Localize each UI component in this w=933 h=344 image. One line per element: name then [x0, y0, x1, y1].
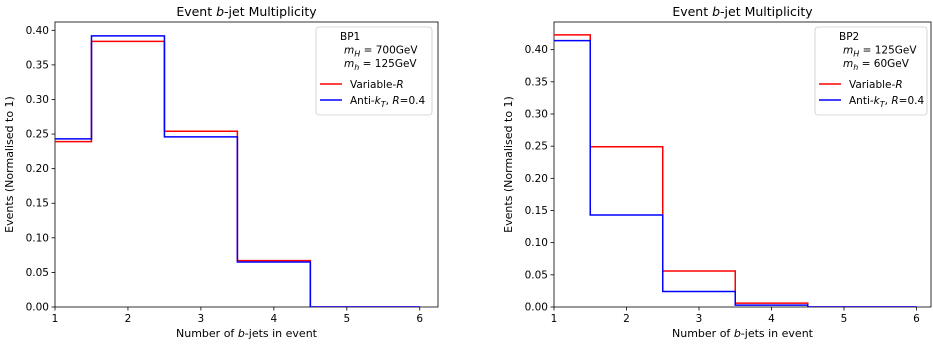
- legend-box: [315, 26, 433, 116]
- legend-entry-label: Variable-R: [849, 79, 903, 91]
- plot-frame: [54, 21, 439, 308]
- x-tick-label: 5: [343, 313, 350, 325]
- y-tick-label: 0.35: [26, 59, 49, 71]
- y-tick-label: 0.25: [26, 129, 49, 141]
- series-line-anti-kt: [55, 35, 420, 307]
- legend-title-line: BP1: [340, 31, 360, 43]
- y-tick-label: 0.25: [525, 141, 548, 153]
- legend-entry-label: Anti-kT, R=0.4: [849, 95, 924, 109]
- chart-title: Event b-jet Multiplicity: [672, 4, 813, 19]
- plot-frame: [553, 21, 932, 308]
- chart-panel-2: Event b-jet Multiplicity 1 2 3 4 5 6 0.00 0.05 0.…: [502, 4, 932, 340]
- y-axis-label: Events (Normalised to 1): [502, 96, 515, 233]
- y-tick-label: 0.15: [26, 198, 49, 210]
- legend-title-line: mH = 125GeV: [843, 45, 917, 59]
- x-tick-label: 5: [841, 313, 848, 325]
- x-tick-label: 2: [623, 313, 630, 325]
- x-tick-label: 1: [52, 313, 59, 325]
- y-axis-label: Events (Normalised to 1): [3, 96, 16, 233]
- legend-title-line: BP2: [839, 31, 859, 43]
- y-tick-label: 0.40: [525, 44, 548, 56]
- chart-panel-1: Event b-jet Multiplicity 1 2 3 4 5 6 0.00 0.05 0.…: [3, 4, 439, 340]
- y-tick-label: 0.05: [26, 267, 49, 279]
- legend-title-line: mh = 60GeV: [843, 58, 910, 72]
- x-tick-label: 2: [125, 313, 132, 325]
- y-tick-label: 0.40: [26, 25, 49, 37]
- y-tick-label: 0.30: [26, 94, 49, 106]
- y-tick-label: 0.10: [525, 237, 548, 249]
- x-tick-label: 4: [768, 313, 775, 325]
- chart-title: Event b-jet Multiplicity: [176, 4, 317, 19]
- y-tick-label: 0.00: [525, 302, 548, 314]
- legend-title-line: mh = 125GeV: [344, 58, 417, 72]
- y-tick-label: 0.35: [525, 76, 548, 88]
- y-tick-label: 0.20: [525, 173, 548, 185]
- x-tick-label: 6: [416, 313, 423, 325]
- legend-title-line: mH = 700GeV: [344, 45, 418, 59]
- legend-entry-label: Variable-R: [350, 79, 404, 91]
- x-tick-label: 3: [198, 313, 205, 325]
- y-tick-label: 0.15: [525, 205, 548, 217]
- x-axis-label: Number of b-jets in event: [672, 327, 814, 340]
- series-line-anti-kt: [554, 39, 917, 307]
- x-tick-label: 1: [551, 313, 558, 325]
- y-tick-label: 0.00: [26, 302, 49, 314]
- y-tick-label: 0.30: [525, 108, 548, 120]
- y-tick-label: 0.05: [525, 269, 548, 281]
- x-tick-label: 6: [913, 313, 920, 325]
- x-axis-label: Number of b-jets in event: [176, 327, 318, 340]
- legend-box: [814, 26, 928, 116]
- y-tick-label: 0.20: [26, 163, 49, 175]
- y-tick-label: 0.10: [26, 232, 49, 244]
- x-tick-label: 3: [696, 313, 703, 325]
- x-tick-label: 4: [271, 313, 278, 325]
- legend-entry-label: Anti-kT, R=0.4: [350, 95, 425, 109]
